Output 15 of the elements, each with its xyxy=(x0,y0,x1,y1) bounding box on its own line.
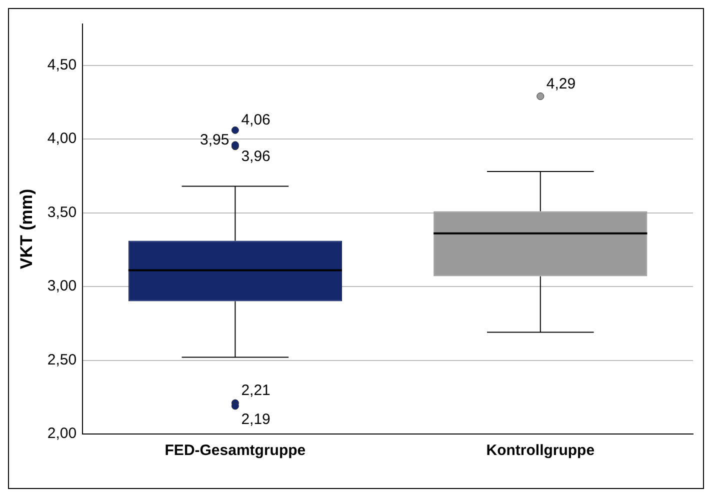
y-tick-label: 4,00 xyxy=(47,130,77,148)
y-tick-label: 2,00 xyxy=(47,425,77,442)
x-tick-label: Kontrollgruppe xyxy=(486,442,595,460)
annotation: 3,96 xyxy=(241,148,270,166)
y-tick-label: 3,00 xyxy=(47,278,77,295)
y-tick-label: 4,50 xyxy=(47,56,77,74)
annotation: 4,06 xyxy=(241,111,270,128)
y-tick-label: 2,50 xyxy=(47,351,77,368)
x-tick-label: FED-Gesamtgruppe xyxy=(164,442,306,460)
annotation: 4,29 xyxy=(546,75,576,92)
y-axis-title: VKT (mm) xyxy=(16,188,36,270)
annotation: 3,95 xyxy=(200,132,230,149)
annotation: 2,19 xyxy=(241,411,270,428)
annotation: 2,21 xyxy=(241,382,270,400)
y-tick-label: 3,50 xyxy=(47,204,77,221)
